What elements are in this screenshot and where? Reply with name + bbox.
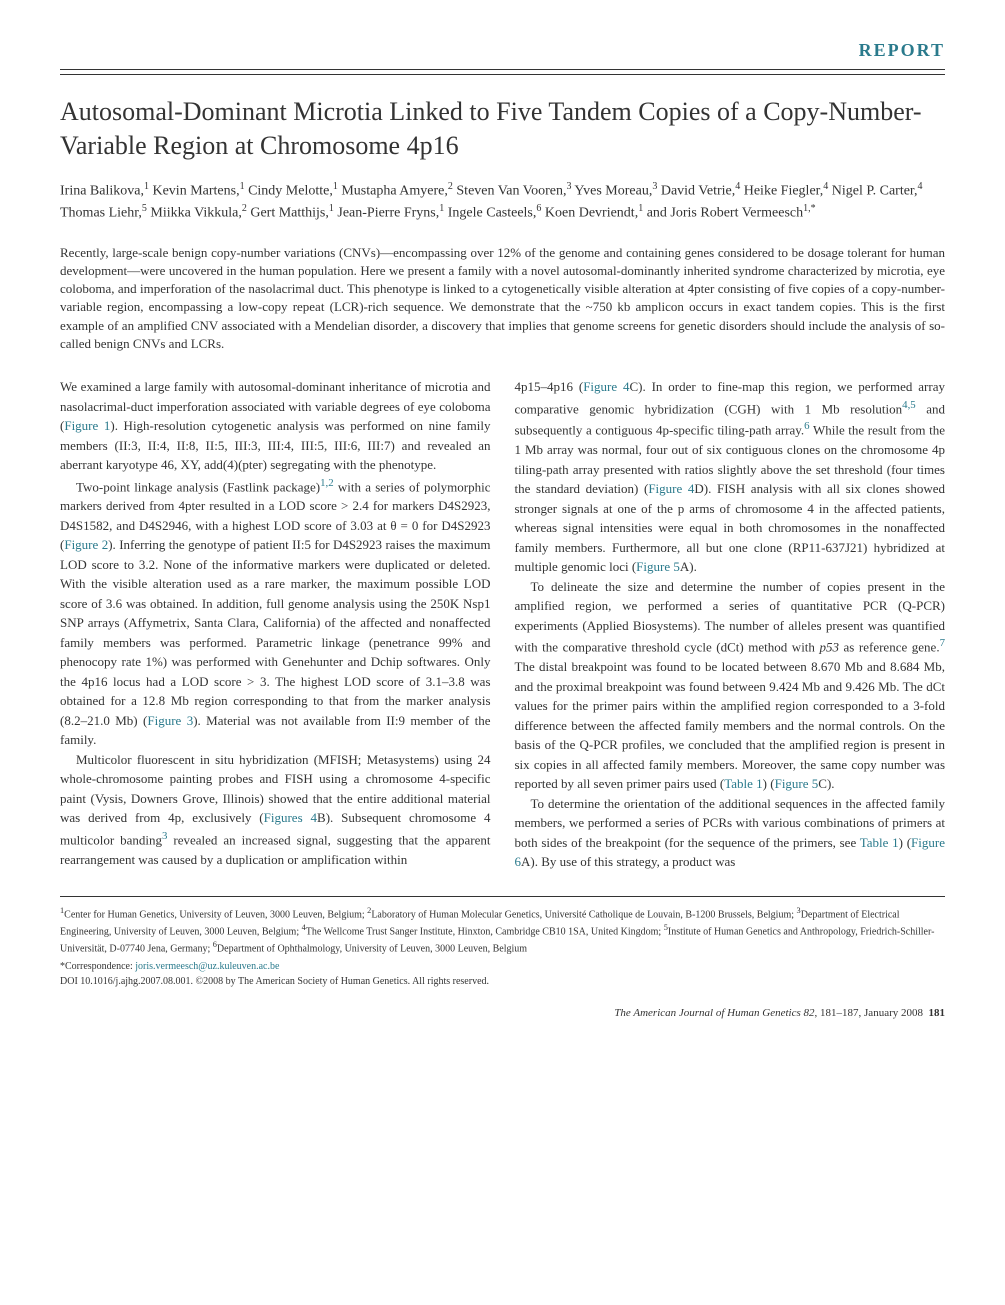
top-rule [60,74,945,75]
table-link[interactable]: Table 1 [724,776,762,791]
ref-link[interactable]: 4,5 [902,399,916,411]
text: as reference gene. [839,640,940,655]
ref-link[interactable]: 7 [940,637,945,649]
paragraph: To delineate the size and determine the … [515,577,946,794]
text: A). [680,559,697,574]
ref-link[interactable]: 1,2 [320,477,334,489]
text: 4p15–4p16 ( [515,379,584,394]
paragraph: To determine the orientation of the addi… [515,794,946,872]
footer-journal: The American Journal of Human Genetics [614,1007,803,1019]
text: ). High-resolution cytogenetic analysis … [60,418,491,472]
text: C). [818,776,834,791]
paragraph: 4p15–4p16 (Figure 4C). In order to fine-… [515,377,946,577]
figure-link[interactable]: Figure 5 [636,559,680,574]
paragraph: We examined a large family with autosoma… [60,377,491,475]
figure-link[interactable]: Figure 4 [648,481,694,496]
affiliations: 1Center for Human Genetics, University o… [60,905,945,957]
figure-link[interactable]: Figure 4 [583,379,629,394]
author-list: Irina Balikova,1 Kevin Martens,1 Cindy M… [60,179,945,224]
text: Two-point linkage analysis (Fastlink pac… [76,479,320,494]
text: The distal breakpoint was found to be lo… [515,659,946,791]
footer-pagenum: 181 [929,1007,946,1019]
correspondence-email[interactable]: joris.vermeesch@uz.kuleuven.ac.be [135,961,279,972]
text: ). Inferring the genotype of patient II:… [60,537,491,728]
figure-link[interactable]: Figure 5 [775,776,819,791]
correspondence: *Correspondence: joris.vermeesch@uz.kule… [60,961,945,972]
figure-link[interactable]: Figure 1 [64,418,110,433]
page-footer: The American Journal of Human Genetics 8… [60,1007,945,1019]
figure-link[interactable]: Figure 2 [64,537,108,552]
paragraph: Multicolor fluorescent in situ hybridiza… [60,750,491,869]
text: A). By use of this strategy, a product w… [521,854,735,869]
left-column: We examined a large family with autosoma… [60,377,491,871]
abstract: Recently, large-scale benign copy-number… [60,244,945,353]
footer-pages: , 181–187, January 2008 [815,1007,923,1019]
article-title: Autosomal-Dominant Microtia Linked to Fi… [60,95,945,163]
figure-link[interactable]: Figures 4 [264,810,317,825]
footer-rule [60,896,945,897]
body-columns: We examined a large family with autosoma… [60,377,945,871]
italic-text: p53 [819,640,839,655]
doi-line: DOI 10.1016/j.ajhg.2007.08.001. ©2008 by… [60,976,945,987]
report-label: REPORT [60,40,945,70]
figure-link[interactable]: Figure 3 [147,713,193,728]
paragraph: Two-point linkage analysis (Fastlink pac… [60,475,491,750]
text: ) ( [763,776,775,791]
text: ) ( [899,835,911,850]
table-link[interactable]: Table 1 [860,835,899,850]
footer-volume: 82 [804,1007,815,1019]
correspondence-label: *Correspondence: [60,961,135,972]
right-column: 4p15–4p16 (Figure 4C). In order to fine-… [515,377,946,871]
